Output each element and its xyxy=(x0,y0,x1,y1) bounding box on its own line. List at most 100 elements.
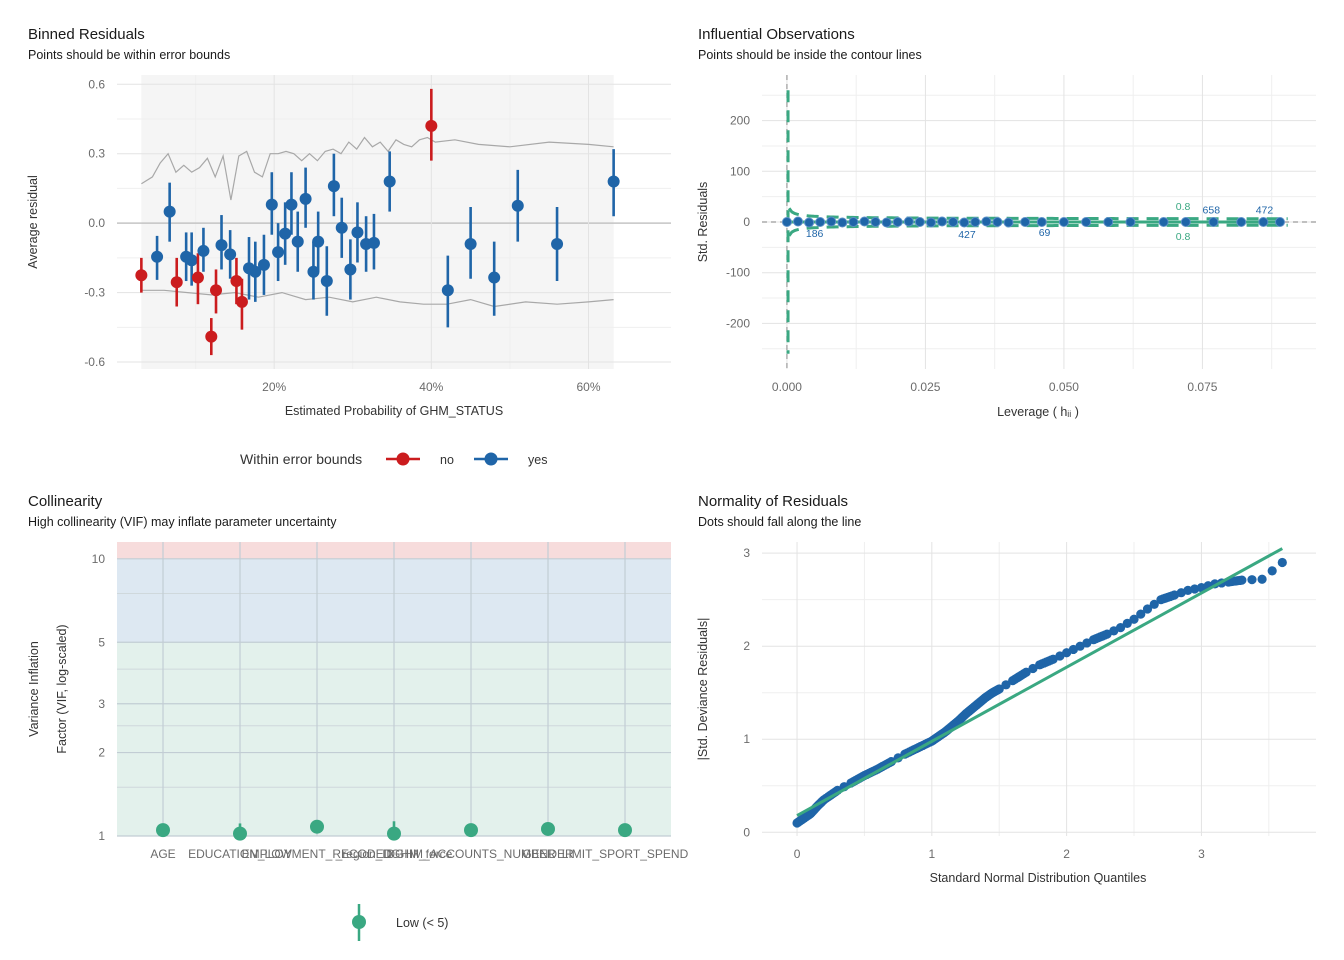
upper-error-bound xyxy=(141,136,614,201)
y-tick-label: -0.3 xyxy=(84,286,105,300)
influence-y-axis-label: Std. Residuals xyxy=(696,182,710,263)
binned-subtitle: Points should be within error bounds xyxy=(28,48,230,62)
error-bound-shade xyxy=(141,75,614,369)
observation-point xyxy=(1125,217,1136,227)
observation-point xyxy=(892,217,903,227)
influential-observations-plot: -200 -100 0 100 200 0.000 0.025 0.050 0.075 0.8 0.… xyxy=(726,75,1316,394)
observation-point xyxy=(1208,217,1219,227)
observation-id-label: 186 xyxy=(806,228,824,240)
observation-id-label: 69 xyxy=(1039,227,1051,239)
residual-point xyxy=(441,284,454,297)
observation-point xyxy=(1081,217,1092,227)
vif-point xyxy=(233,826,247,841)
residual-point xyxy=(464,237,477,250)
y-tick-label: 3 xyxy=(743,546,750,560)
y-tick-label: 1 xyxy=(98,829,105,843)
observation-point xyxy=(948,217,959,227)
observation-point xyxy=(1058,217,1069,227)
residual-point xyxy=(351,226,364,239)
residual-point xyxy=(163,205,176,218)
y-tick-label: 2 xyxy=(743,639,750,653)
term-label: GENDER xyxy=(522,847,574,861)
y-tick-label: -100 xyxy=(726,266,750,280)
qq-point xyxy=(1267,566,1277,576)
x-tick-label: 0.050 xyxy=(1049,380,1079,394)
residual-point xyxy=(299,192,312,205)
observation-point xyxy=(815,217,826,227)
observation-id-label: 658 xyxy=(1203,204,1221,216)
qq-point xyxy=(1122,618,1132,629)
qq-point xyxy=(1142,604,1153,614)
collinearity-plot: 1 2 3 5 10 AGE EDUCATION_LOWEMPLOYMENT_RECODED… xyxy=(92,542,689,861)
y-tick-label: 1 xyxy=(743,732,750,746)
y-tick-label: 3 xyxy=(98,697,105,711)
qq-point xyxy=(1136,609,1146,619)
y-tick-label: -0.6 xyxy=(84,355,105,369)
y-tick-label: 10 xyxy=(92,552,106,566)
residual-point xyxy=(257,258,270,271)
observation-point xyxy=(1003,217,1014,228)
qq-point xyxy=(1028,663,1038,674)
observation-point xyxy=(804,217,815,228)
qq-point xyxy=(1115,622,1126,633)
legend-yes-marker xyxy=(484,452,498,466)
observation-point xyxy=(1180,217,1191,227)
normality-plot: 0 1 2 3 0 1 2 3 xyxy=(743,542,1316,861)
normality-y-axis-label: |Std. Deviance Residuals| xyxy=(696,618,710,761)
x-tick-label: 0 xyxy=(794,847,801,861)
legend-no-label: no xyxy=(440,453,454,467)
influence-title: Influential Observations xyxy=(698,26,855,43)
y-tick-label: -200 xyxy=(726,316,750,330)
x-tick-label: 60% xyxy=(576,380,600,394)
vif-point xyxy=(310,819,324,834)
vif-point xyxy=(464,823,478,838)
y-tick-label: 200 xyxy=(730,114,750,128)
residual-point xyxy=(151,250,164,263)
term-label: EDUCATION_LOW xyxy=(188,847,292,861)
x-tick-label: 2 xyxy=(1063,847,1070,861)
legend-no-marker xyxy=(396,452,410,466)
observation-point xyxy=(1258,217,1269,227)
residual-point xyxy=(344,263,357,276)
legend-low-label: Low (< 5) xyxy=(396,916,448,930)
residual-point xyxy=(511,199,524,212)
term-label: DGHM_ACCOUNTS_NUMBER xyxy=(386,847,556,861)
residual-point xyxy=(383,175,396,188)
observation-point xyxy=(826,216,837,227)
residual-point xyxy=(265,198,278,211)
qq-point xyxy=(1237,575,1247,585)
observation-point xyxy=(925,217,936,228)
normality-x-axis-label: Standard Normal Distribution Quantiles xyxy=(930,871,1147,885)
observation-point xyxy=(959,217,970,228)
x-tick-label: 1 xyxy=(928,847,935,861)
y-tick-label: 0 xyxy=(743,825,750,839)
qq-point xyxy=(1001,680,1011,690)
qq-point xyxy=(994,684,1004,694)
observation-point xyxy=(793,216,804,227)
legend-yes-label: yes xyxy=(528,453,547,467)
influence-x-axis-label: Leverage ( hᵢᵢ ) xyxy=(997,405,1079,419)
y-tick-label: 0.0 xyxy=(88,216,105,230)
residual-point xyxy=(272,246,285,259)
residual-point xyxy=(488,271,501,284)
residual-point xyxy=(320,275,333,288)
residual-point xyxy=(205,330,218,343)
observation-id-label: 472 xyxy=(1256,204,1274,216)
contour-level-label: 0.8 xyxy=(1176,231,1191,243)
residual-point xyxy=(191,271,204,284)
binned-residuals-plot: -0.6 -0.3 0.0 0.3 0.6 20% 40% 60% xyxy=(84,75,671,394)
binned-legend-title: Within error bounds xyxy=(240,451,362,467)
residual-point xyxy=(607,175,620,188)
qq-point xyxy=(1277,557,1287,568)
residual-point xyxy=(291,235,304,248)
vif-point xyxy=(387,826,401,841)
collinearity-subtitle: High collinearity (VIF) may inflate para… xyxy=(28,515,337,529)
residual-point xyxy=(307,265,320,278)
residual-point xyxy=(230,275,243,288)
residual-point xyxy=(185,254,198,267)
residual-point xyxy=(367,236,380,249)
influence-subtitle: Points should be inside the contour line… xyxy=(698,48,922,62)
observation-id-label: 427 xyxy=(958,229,976,241)
normality-title: Normality of Residuals xyxy=(698,493,848,510)
binned-x-axis-label: Estimated Probability of GHM_STATUS xyxy=(285,404,503,418)
